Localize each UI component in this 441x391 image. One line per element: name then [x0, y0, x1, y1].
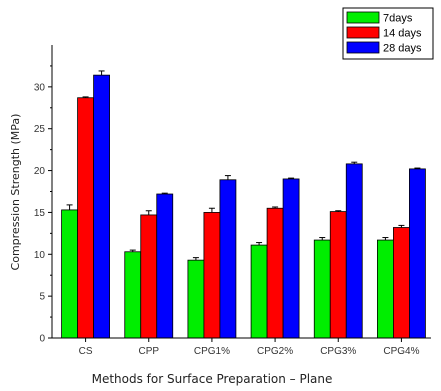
x-tick-label: CPG3%: [320, 346, 356, 357]
bar-14days-CPG4%: [393, 227, 410, 339]
bar-28days-CPG2%: [282, 178, 300, 339]
y-tick-label: 15: [34, 208, 46, 219]
x-tick-label: CPG1%: [194, 346, 230, 357]
bar-7days-CS: [61, 209, 78, 339]
bar-14days-CPG1%: [203, 212, 221, 339]
bar-28days-CPG3%: [345, 163, 363, 339]
y-tick-label: 20: [34, 166, 46, 177]
y-tick-label: 0: [39, 334, 45, 345]
bar-7days-CPG2%: [250, 244, 268, 339]
legend-swatch: [346, 41, 380, 54]
x-tick-label: CPG4%: [383, 346, 419, 357]
legend-label: 14 days: [383, 28, 422, 40]
x-tick-label: CPP: [138, 346, 159, 357]
bar-14days-CS: [77, 97, 94, 339]
bar-28days-CPG1%: [219, 179, 237, 339]
bar-7days-CPG1%: [187, 259, 205, 339]
bar-14days-CPG3%: [329, 211, 347, 339]
legend-label: 7days: [383, 13, 413, 25]
bar-28days-CS: [93, 74, 110, 339]
legend: 7days 14 days 28 days: [342, 7, 434, 60]
legend-label: 28 days: [383, 43, 422, 55]
y-tick-label: 5: [39, 292, 45, 303]
bar-7days-CPP: [124, 251, 142, 339]
x-tick-label: CPG2%: [257, 346, 293, 357]
x-axis-title: Methods for Surface Preparation – Plane: [92, 372, 333, 386]
bars-layer: [61, 70, 426, 339]
y-tick-label: 30: [34, 82, 46, 93]
bar-28days-CPG4%: [409, 168, 426, 339]
legend-swatch: [346, 26, 380, 39]
legend-swatch: [346, 11, 380, 24]
x-tick-label: CS: [79, 346, 93, 357]
bar-14days-CPP: [140, 214, 158, 339]
bar-14days-CPG2%: [266, 207, 284, 339]
axes-layer: 0 5 10 15 20 25 30 CS CPP CPG1% CPG2% CPG3% CPG4%: [34, 45, 431, 357]
bar-7days-CPG3%: [313, 239, 331, 339]
bar-7days-CPG4%: [377, 239, 394, 339]
y-tick-label: 25: [34, 124, 46, 135]
y-axis-title: Compression Strength (MPa): [9, 114, 22, 271]
y-tick-label: 10: [34, 250, 46, 261]
bar-28days-CPP: [156, 193, 174, 339]
